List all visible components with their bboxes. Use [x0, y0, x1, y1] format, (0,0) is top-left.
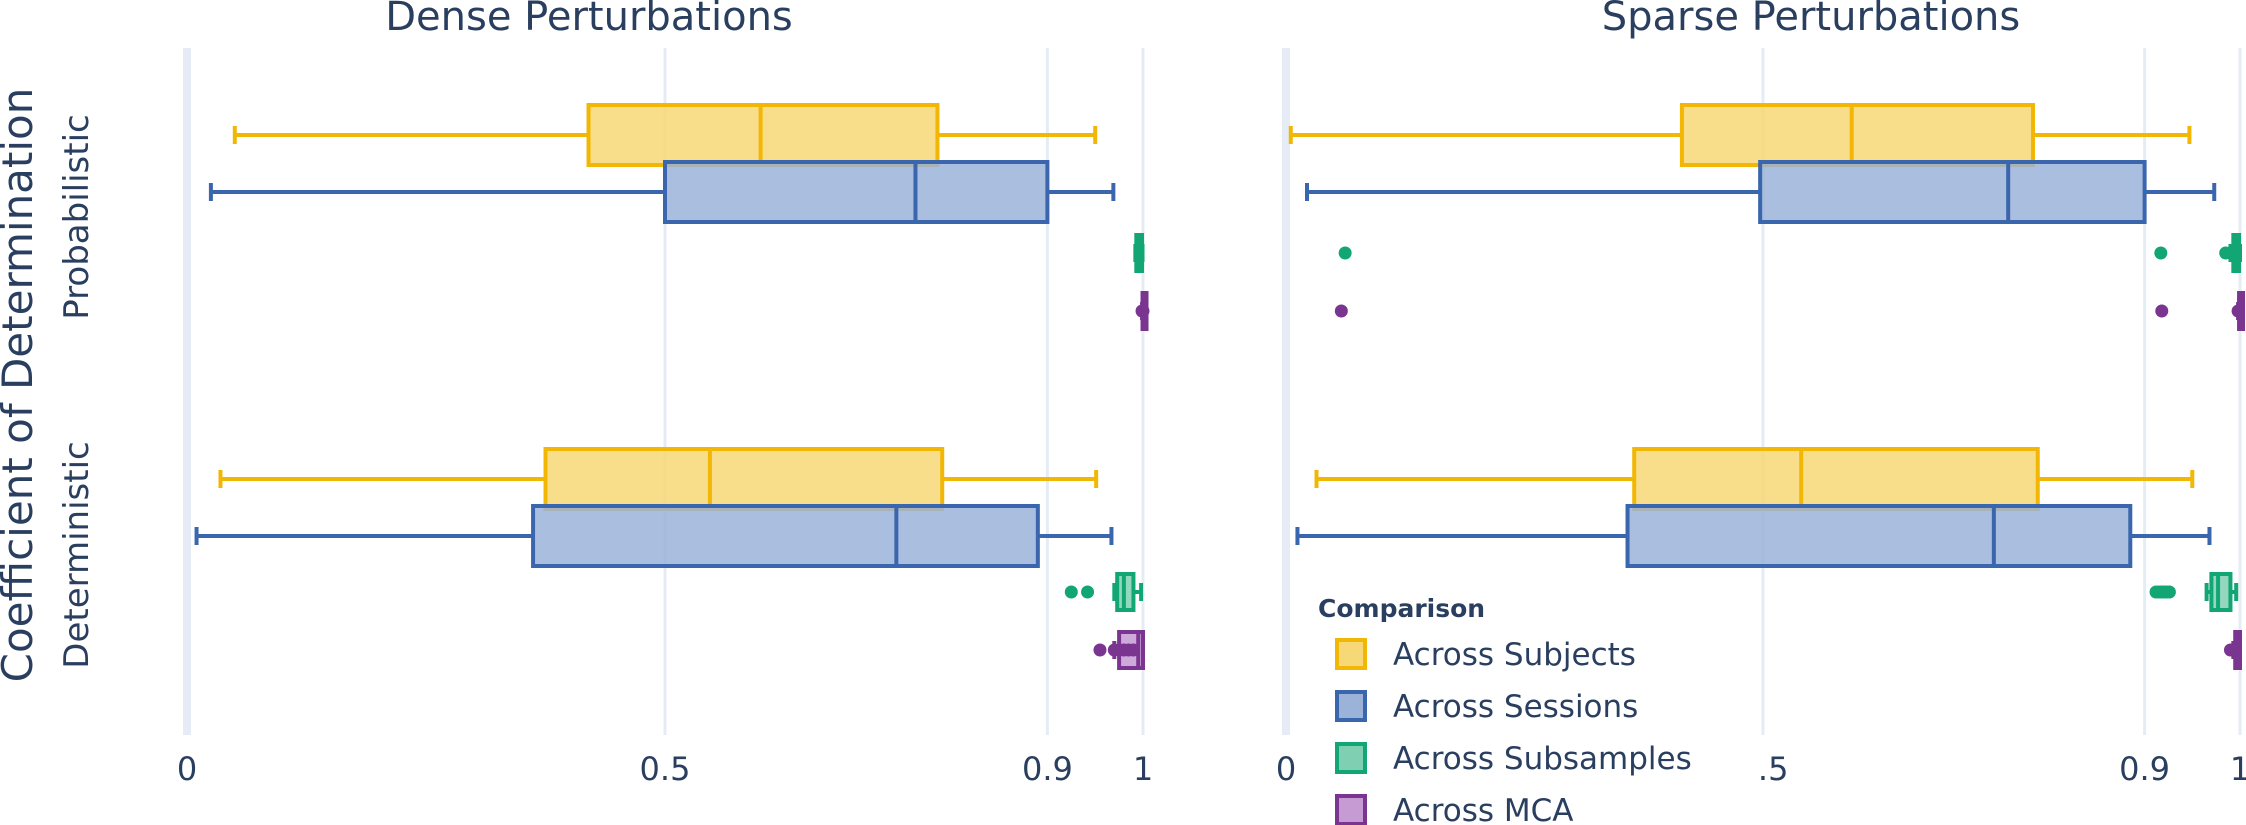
- box-iqr: [1632, 447, 2040, 511]
- box-across-subsamples: [2149, 572, 2239, 612]
- box-iqr: [2209, 572, 2233, 612]
- outlier-point: [1126, 643, 1140, 657]
- box-across-mca: [1093, 630, 1145, 670]
- outlier-point: [1093, 643, 1107, 657]
- box-iqr: [586, 103, 940, 167]
- legend-title: Comparison: [1318, 594, 1485, 623]
- outlier-point: [1081, 585, 1095, 599]
- legend-swatch: [1335, 742, 1367, 774]
- legend-swatch: [1335, 690, 1367, 722]
- x-tick-label: 1: [1133, 750, 1153, 788]
- sparse-panel-title: Sparse Perturbations: [1602, 0, 2021, 40]
- outlier-point: [2154, 246, 2168, 260]
- x-tick-label: 1: [2230, 750, 2246, 788]
- group-label-deterministic: Deterministic: [57, 441, 97, 668]
- box-across-mca: [1135, 291, 1150, 331]
- x-tick-label: 0: [177, 750, 197, 788]
- box-iqr: [1679, 103, 2035, 167]
- outlier-point: [1136, 304, 1150, 318]
- x-tick-label: 0.9: [1022, 750, 1073, 788]
- outlier-point: [2162, 585, 2176, 599]
- box-across-subsamples: [1338, 233, 2242, 273]
- box-across-sessions: [194, 504, 1114, 568]
- legend-item-label: Across Subjects: [1393, 637, 1636, 673]
- legend-item-label: Across Subsamples: [1393, 741, 1692, 777]
- dense-panel: Dense Perturbations 0 0.5 0.9 1: [177, 0, 1153, 788]
- box-across-sessions: [1295, 504, 2212, 568]
- x-tick-label: 0.9: [2119, 750, 2170, 788]
- box-iqr: [1625, 504, 2133, 568]
- x-tick-label: 0.5: [640, 750, 691, 788]
- box-across-subjects: [1288, 103, 2192, 167]
- legend-swatch: [1335, 638, 1367, 670]
- dense-panel-title: Dense Perturbations: [385, 0, 793, 40]
- legend-swatch: [1335, 794, 1367, 825]
- legend-item-label: Across Sessions: [1393, 689, 1638, 725]
- legend: Comparison Across Subjects Across Session…: [1298, 586, 1758, 825]
- box-across-sessions: [208, 160, 1116, 224]
- outlier-point: [2223, 246, 2237, 260]
- outlier-point: [2155, 304, 2169, 318]
- box-across-subjects: [1314, 447, 2195, 511]
- group-label-probabilistic: Probabilistic: [57, 114, 97, 319]
- box-iqr: [1758, 160, 2147, 224]
- legend-item-label: Across MCA: [1393, 793, 1574, 825]
- box-iqr: [663, 160, 1050, 224]
- sparse-panel: Sparse Perturbations 0 0.5 0.9 1: [1276, 0, 2246, 788]
- box-across-sessions: [1304, 160, 2217, 224]
- outlier-point: [1334, 304, 1348, 318]
- outlier-point: [2226, 643, 2240, 657]
- box-across-mca: [2223, 630, 2242, 670]
- box-across-subjects: [232, 103, 1098, 167]
- outlier-point: [2231, 304, 2245, 318]
- box-across-subsamples: [1064, 572, 1144, 612]
- box-across-subsamples: [1133, 233, 1145, 273]
- outlier-point: [1064, 585, 1078, 599]
- outlier-point: [1338, 246, 1352, 260]
- box-across-mca: [1334, 291, 2246, 331]
- y-axis-title: Coefficient of Determination: [0, 88, 42, 683]
- box-iqr: [543, 447, 945, 511]
- box-across-subjects: [218, 447, 1099, 511]
- box-iqr: [531, 504, 1040, 568]
- x-tick-label: 0: [1276, 750, 1296, 788]
